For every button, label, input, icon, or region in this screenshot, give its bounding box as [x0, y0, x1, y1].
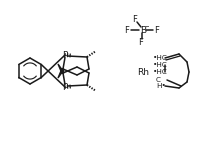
- Text: F: F: [155, 26, 159, 35]
- Text: F: F: [133, 14, 137, 23]
- Text: •HC: •HC: [153, 62, 168, 68]
- Text: •HC: •HC: [153, 55, 168, 61]
- Text: P: P: [62, 83, 68, 91]
- Text: F: F: [139, 37, 143, 46]
- Text: B: B: [140, 26, 146, 35]
- Text: C: C: [156, 77, 161, 83]
- Text: F: F: [125, 26, 129, 35]
- Text: P: P: [62, 51, 68, 59]
- Text: Rh: Rh: [137, 67, 149, 77]
- Text: −: −: [144, 23, 149, 29]
- Text: •HC: •HC: [153, 69, 168, 75]
- Text: H•: H•: [156, 83, 166, 89]
- Polygon shape: [58, 64, 64, 74]
- Polygon shape: [58, 68, 64, 78]
